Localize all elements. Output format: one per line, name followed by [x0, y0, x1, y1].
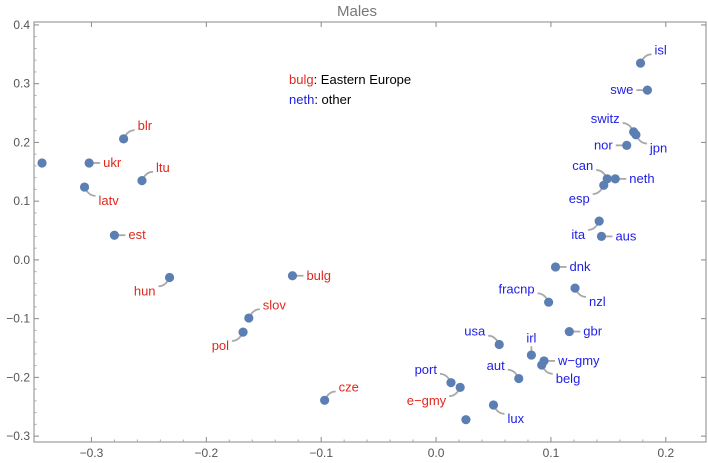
point-label-neth: neth [629, 171, 654, 186]
data-point-ukr [84, 158, 94, 168]
point-label-nor: nor [594, 137, 613, 152]
data-point-jpn [631, 130, 641, 140]
x-tick-label: 0.2 [657, 446, 674, 460]
data-point-dnk [550, 262, 561, 272]
data-point-latv [79, 182, 90, 192]
data-point-nor [622, 140, 632, 150]
y-tick-label: 0.1 [13, 194, 30, 208]
y-tick-label: 0.0 [13, 253, 30, 267]
legend-entry-other: neth: other [289, 92, 352, 107]
plot-frame [33, 21, 707, 443]
point-label-pol: pol [212, 338, 229, 353]
point-label-slov: slov [263, 297, 287, 312]
data-point-aut [514, 373, 524, 384]
point-label-switz: switz [591, 111, 620, 126]
x-tick-label: −0.2 [194, 446, 218, 460]
y-tick-label: −0.2 [6, 370, 30, 384]
point-label-ukr: ukr [103, 155, 122, 170]
x-tick-label: 0.0 [428, 446, 445, 460]
legend-entry-eastern: bulg: Eastern Europe [289, 72, 411, 87]
data-point-slov [244, 313, 254, 323]
data-point-neth [610, 174, 620, 184]
data-point-ita [594, 216, 604, 226]
data-point-lux [488, 400, 499, 410]
point-label-latv: latv [99, 193, 120, 208]
point-label-ita: ita [571, 227, 586, 242]
point-label-nzl: nzl [589, 294, 606, 309]
x-tick-label: −0.1 [309, 446, 333, 460]
legend-text-eastern: : Eastern Europe [314, 72, 412, 87]
data-points [37, 58, 653, 425]
data-point-bulg [287, 271, 298, 281]
data-point-swe [642, 85, 653, 95]
point-label-esp: esp [569, 191, 590, 206]
point-label-dnk: dnk [570, 259, 591, 274]
point-label-jpn: jpn [649, 141, 667, 156]
point-label-gbr: gbr [583, 324, 602, 339]
data-point-isl [635, 58, 646, 68]
point-label-bulg: bulg [306, 268, 331, 283]
point-label-lux: lux [507, 411, 524, 426]
point-label-port: port [415, 362, 438, 377]
legend-key-other: neth [289, 92, 314, 107]
point-label-hun: hun [134, 283, 156, 298]
point-label-aut: aut [487, 358, 505, 373]
data-point-cze [320, 395, 330, 405]
data-point-nzl [570, 283, 580, 293]
x-tick-label: 0.1 [543, 446, 560, 460]
axes: −0.3 −0.2 −0.1 0.0 0.1 0.2 −0.3 −0.2 −0.1 0.0 0.1 0… [6, 18, 707, 460]
data-point-usa [494, 339, 504, 350]
y-tick-label: −0.3 [6, 429, 30, 443]
data-labels: blr ukr ltu latv est hun bulg slov pol cze e−gmy is… [99, 42, 668, 425]
point-label-belg: belg [556, 371, 581, 386]
data-point-belg [537, 360, 547, 370]
x-tick-label: −0.3 [80, 446, 104, 460]
data-point-blr [119, 134, 129, 144]
point-label-e−gmy: e−gmy [407, 393, 447, 408]
point-label-est: est [128, 227, 146, 242]
point-label-swe: swe [610, 82, 633, 97]
data-point-fracnp [544, 297, 554, 307]
data-point-pol [238, 327, 248, 337]
data-point-irl [526, 350, 536, 360]
data-point [461, 415, 471, 425]
data-point-e−gmy [455, 382, 465, 392]
data-point-ltu [137, 176, 147, 186]
point-label-usa: usa [464, 324, 486, 339]
data-point-aus [596, 231, 607, 242]
point-label-can: can [572, 158, 593, 173]
data-point-est [109, 230, 120, 240]
y-tick-label: −0.1 [6, 312, 30, 326]
data-point-port [446, 378, 456, 388]
data-point-gbr [564, 326, 574, 337]
data-point-esp [599, 180, 609, 190]
y-tick-label: 0.4 [13, 18, 30, 32]
label-leaders [83, 53, 652, 415]
point-label-cze: cze [339, 379, 359, 394]
chart-title: Males [337, 3, 377, 20]
legend: bulg: Eastern Europe neth: other [289, 72, 411, 107]
y-tick-label: 0.3 [13, 77, 30, 91]
point-label-irl: irl [526, 330, 536, 345]
data-point [37, 158, 47, 168]
y-tick-label: 0.2 [13, 135, 30, 149]
point-label-aus: aus [615, 228, 636, 243]
point-label-w−gmy: w−gmy [557, 353, 600, 368]
point-label-blr: blr [138, 118, 153, 133]
point-label-isl: isl [655, 42, 667, 57]
legend-text-other: : other [314, 92, 352, 107]
legend-key-eastern: bulg [289, 72, 314, 87]
point-label-fracnp: fracnp [498, 281, 534, 296]
data-point-hun [164, 272, 175, 283]
point-label-ltu: ltu [156, 160, 170, 175]
